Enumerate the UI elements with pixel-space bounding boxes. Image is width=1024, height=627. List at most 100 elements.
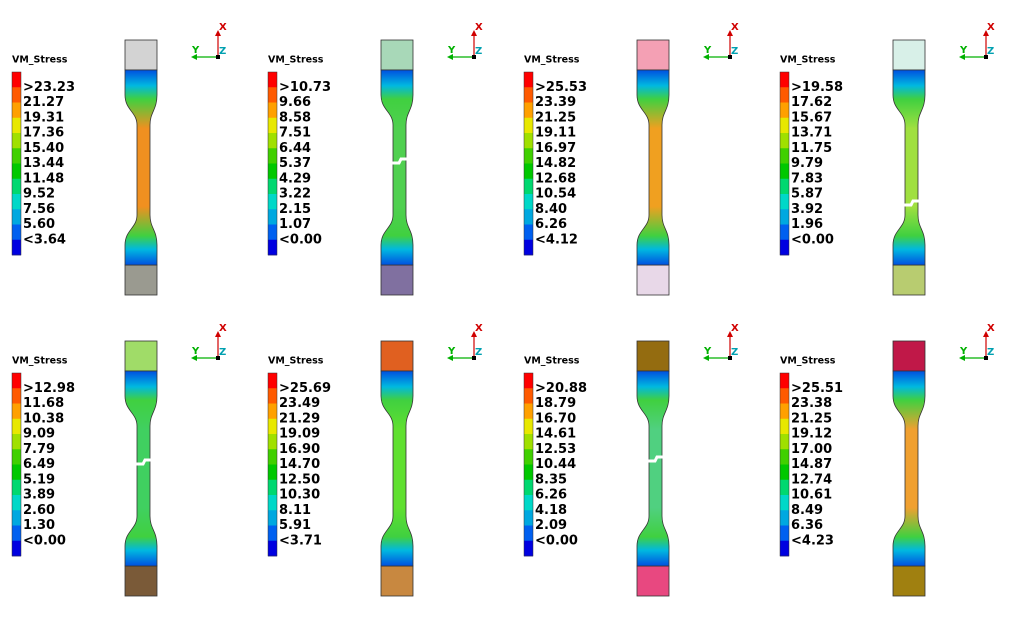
legend-label: 17.36 [23, 126, 64, 141]
axis-label-x: X [219, 22, 227, 33]
legend-band [268, 540, 277, 557]
legend-band [780, 87, 789, 103]
legend-label: <0.00 [23, 533, 66, 548]
legend-title: VM_Stress [524, 356, 580, 367]
axis-label-z: Z [475, 46, 482, 57]
legend-band [268, 434, 277, 450]
legend-label: 16.90 [279, 442, 320, 457]
legend-band [780, 117, 789, 134]
legend-band [780, 178, 789, 195]
legend-band [780, 540, 789, 557]
legend-band [780, 525, 789, 542]
legend-band [780, 449, 789, 465]
legend-label: <4.23 [791, 533, 834, 548]
legend-band [12, 388, 21, 404]
legend-band [12, 102, 21, 119]
legend-label: 12.50 [279, 472, 320, 487]
legend-frame [11, 71, 22, 256]
legend-band [524, 239, 533, 256]
legend-band [524, 148, 533, 164]
crack [903, 199, 920, 207]
y-axis-head [959, 54, 965, 60]
legend-band [268, 87, 277, 103]
legend-label: 19.09 [279, 427, 320, 442]
legend-label: 5.91 [279, 518, 311, 533]
bottom-grip [124, 264, 158, 296]
legend-band [12, 464, 21, 481]
axis-label-z: Z [987, 46, 994, 57]
legend-band [268, 117, 277, 134]
y-axis-head [959, 355, 965, 361]
legend-title: VM_Stress [268, 356, 324, 367]
legend-label: 6.36 [791, 518, 823, 533]
legend-frame [11, 372, 22, 557]
panel: VM_Stress >25.5323.3921.2519.1116.9714.82… [523, 22, 739, 296]
legend-band [12, 133, 21, 149]
legend-label: 4.18 [535, 503, 567, 518]
bottom-grip [636, 264, 670, 296]
axis-label-y: Y [447, 45, 456, 56]
y-axis-head [191, 54, 197, 60]
legend-label: 6.49 [23, 457, 55, 472]
axis-label-y: Y [959, 45, 968, 56]
legend-label: 10.61 [791, 488, 832, 503]
axis-label-z: Z [475, 347, 482, 358]
x-axis-head [727, 30, 733, 36]
legend-band [12, 540, 21, 557]
legend-band [780, 464, 789, 481]
legend-band [268, 194, 277, 210]
legend-label: 21.25 [791, 411, 832, 426]
legend-band [524, 117, 533, 134]
legend-label: <3.64 [23, 232, 66, 247]
legend-band [780, 148, 789, 164]
top-grip [380, 39, 414, 71]
legend-band [524, 194, 533, 210]
bottom-grip [636, 565, 670, 597]
origin [728, 356, 732, 360]
x-axis-head [215, 30, 221, 36]
legend-band [268, 418, 277, 435]
legend-band [12, 434, 21, 450]
legend-band [780, 239, 789, 256]
legend-band [268, 525, 277, 542]
origin [984, 356, 988, 360]
legend-label: 2.15 [279, 202, 311, 217]
axis-label-z: Z [731, 46, 738, 57]
panel: VM_Stress >20.8818.7916.7014.6112.5310.44… [523, 323, 739, 597]
legend-label: 2.60 [23, 503, 55, 518]
legend-band [524, 178, 533, 195]
axis-label-y: Y [191, 346, 200, 357]
legend-band [12, 479, 21, 496]
legend-label: 5.60 [23, 217, 55, 232]
legend-label: <0.00 [279, 232, 322, 247]
legend-band [524, 540, 533, 557]
legend-band [12, 525, 21, 542]
legend-label: 11.48 [23, 171, 64, 186]
legend-band [780, 373, 789, 389]
panel: VM_Stress >25.6923.4921.2919.0916.9014.70… [267, 323, 483, 597]
origin [216, 356, 220, 360]
y-axis-head [191, 355, 197, 361]
legend-band [12, 418, 21, 435]
legend-band [268, 102, 277, 119]
legend-label: 17.00 [791, 442, 832, 457]
legend-label: >20.88 [535, 381, 587, 396]
legend-label: 12.74 [791, 472, 832, 487]
legend-band [268, 133, 277, 149]
legend-band [524, 434, 533, 450]
legend-label: 7.79 [23, 442, 55, 457]
legend-band [268, 178, 277, 195]
legend-band [12, 209, 21, 225]
legend-label: 16.97 [535, 141, 576, 156]
legend-label: 23.38 [791, 396, 832, 411]
legend-label: >12.98 [23, 381, 75, 396]
bottom-grip [124, 565, 158, 597]
legend-band [268, 163, 277, 180]
panel: VM_Stress >19.5817.6215.6713.7111.759.797… [779, 22, 995, 296]
legend-label: 14.87 [791, 457, 832, 472]
legend-band [524, 449, 533, 465]
crack [135, 458, 152, 466]
panel: VM_Stress >25.5123.3821.2519.1217.0014.87… [779, 323, 995, 597]
legend-band [12, 148, 21, 164]
origin [728, 55, 732, 59]
